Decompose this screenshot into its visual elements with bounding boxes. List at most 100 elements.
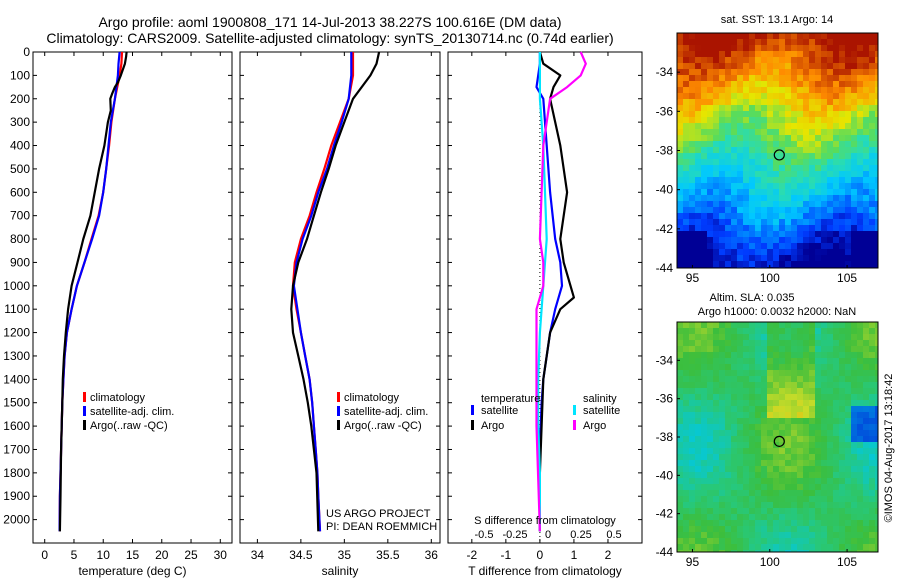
map-cell [719,129,725,135]
map-cell [845,484,851,490]
map-cell [797,135,803,141]
map-cell [821,75,827,81]
map-cell [677,75,683,81]
map-cell [827,538,833,544]
map-cell [737,478,743,484]
map-cell [725,141,731,147]
map-cell [869,69,875,75]
map-cell [803,45,809,51]
map-cell [797,99,803,105]
map-cell [677,93,683,99]
map-cell [707,213,713,219]
map-cell [719,51,725,57]
map-cell [701,135,707,141]
map-cell [773,33,779,39]
map-cell [803,514,809,520]
map-cell [815,370,821,376]
map-cell [773,520,779,526]
map-cell [863,261,869,267]
map-cell [683,532,689,538]
map-cell [791,538,797,544]
map-cell [713,207,719,213]
map-cell [869,195,875,201]
map-cell [779,147,785,153]
map-cell [677,159,683,165]
map-cell [689,141,695,147]
map-cell [863,334,869,340]
map-cell [689,370,695,376]
map-cell [737,358,743,364]
map-cell [815,382,821,388]
map-cell [875,69,878,75]
map-cell [737,502,743,508]
map-cell [863,406,869,412]
map-cell [719,382,725,388]
map-cell [845,376,851,382]
map-cell [719,448,725,454]
map-cell [797,129,803,135]
map-cell [677,448,683,454]
map-cell [833,225,839,231]
map-cell [707,382,713,388]
map-cell [707,33,713,39]
map-cell [737,171,743,177]
map-cell [701,201,707,207]
map-cell [851,219,857,225]
map-cell [761,514,767,520]
map-cell [695,448,701,454]
map-cell [707,153,713,159]
map-cell [863,123,869,129]
map-cell [845,63,851,69]
map-cell [707,225,713,231]
map-cell [791,105,797,111]
map-cell [833,45,839,51]
map-cell [833,117,839,123]
map-cell [803,526,809,532]
map-cell [677,514,683,520]
map-cell [875,75,878,81]
map-cell [701,394,707,400]
map-cell [851,93,857,99]
map-cell [779,201,785,207]
map-cell [773,105,779,111]
map-cell [821,412,827,418]
map-cell [809,123,815,129]
map-cell [815,520,821,526]
map-cell [875,201,878,207]
map-cell [875,472,878,478]
map-cell [695,249,701,255]
map-cell [725,460,731,466]
map-cell [875,45,878,51]
map-cell [749,111,755,117]
map-cell [701,87,707,93]
map-cell [809,63,815,69]
map-cell [857,147,863,153]
map-cell [815,340,821,346]
map-cell [761,237,767,243]
map-cell [863,165,869,171]
map-cell [785,231,791,237]
map-cell [707,51,713,57]
map-cell [869,460,875,466]
map-cell [767,364,773,370]
map-cell [725,219,731,225]
map-cell [683,255,689,261]
map-cell [809,394,815,400]
map-cell [773,388,779,394]
map-cell [803,63,809,69]
map-cell [821,45,827,51]
map-cell [785,249,791,255]
map-cell [833,177,839,183]
map-cell [755,340,761,346]
map-cell [845,466,851,472]
map-cell [821,418,827,424]
map-cell [761,376,767,382]
map-cell [767,394,773,400]
map-cell [707,364,713,370]
map-cell [869,231,875,237]
map-cell [773,237,779,243]
map-cell [869,87,875,93]
map-cell [863,249,869,255]
map-cell [833,364,839,370]
map-cell [797,159,803,165]
